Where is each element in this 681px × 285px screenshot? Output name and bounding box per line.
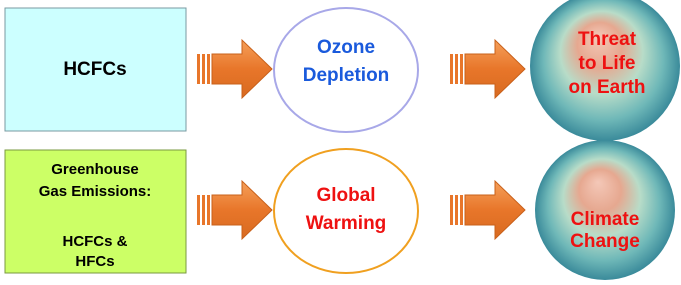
effect-label: Warming (306, 213, 387, 234)
arrow (450, 181, 525, 239)
outcome-label: on Earth (568, 77, 645, 98)
outcome-label: Threat (578, 29, 637, 50)
effect-label: Ozone (317, 37, 375, 58)
source-heading: Gas Emissions: (39, 183, 152, 200)
source-label: HCFCs (63, 59, 126, 80)
diagram: HCFCs Ozone Depletion Threat to Life on … (0, 0, 681, 280)
outcome-label: Change (570, 231, 640, 252)
effect-ellipse (274, 149, 418, 273)
effect-label: Depletion (303, 65, 390, 86)
arrow (197, 181, 272, 239)
source-label: HFCs (75, 253, 114, 270)
source-label: HCFCs & (62, 233, 127, 250)
arrow (450, 40, 525, 98)
effect-label: Global (316, 185, 375, 206)
outcome-label: Climate (571, 209, 640, 230)
arrow (197, 40, 272, 98)
outcome-label: to Life (579, 53, 636, 74)
source-heading: Greenhouse (51, 161, 139, 178)
